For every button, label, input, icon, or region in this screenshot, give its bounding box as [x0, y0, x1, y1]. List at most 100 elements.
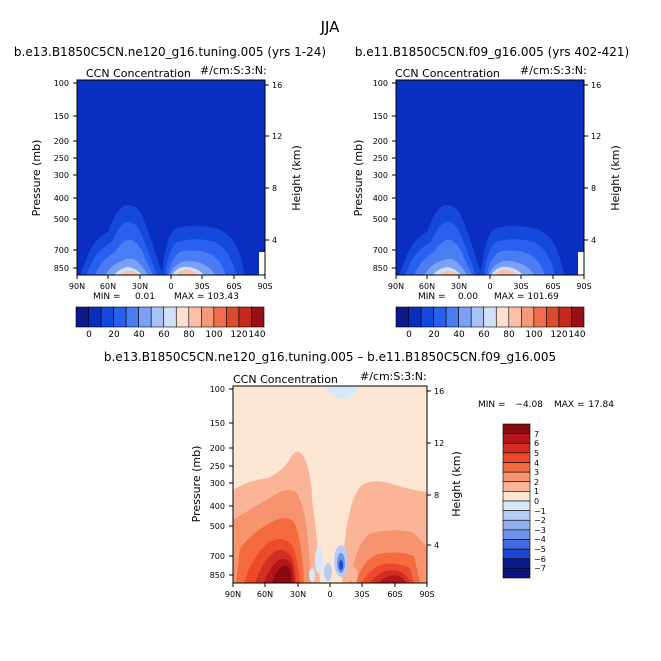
height-axis-title: Height (km) [609, 145, 622, 211]
pressure-tick-label: 300 [373, 171, 388, 180]
latitude-tick-label: 90N [225, 590, 241, 599]
pressure-axis-title: Pressure (mb) [190, 446, 203, 523]
colorbar-label: 20 [108, 330, 120, 340]
colorbar-label: −2 [534, 516, 546, 525]
colorbar-labels: 0 20 40 60 80 100 120 140 [406, 330, 586, 340]
right-label: #/cm:S:3:N: [200, 64, 267, 77]
colorbar-label: 5 [534, 449, 539, 458]
latitude-tick-label: 30S [513, 282, 528, 291]
max-label: MAX = 101.69 [494, 292, 559, 302]
colorbar-swatch [533, 306, 547, 328]
height-tick-label: 8 [272, 184, 277, 193]
latitude-axis: 90N 60N 30N 0 30S 60S 90S [388, 275, 592, 291]
colorbar-labels: 7 6 5 4 3 2 1 0 −1 −2 −3 −4 −5 −6 −7 [534, 430, 546, 573]
panel-title: b.e13.B1850C5CN.ne120_g16.tuning.005 (yr… [14, 45, 326, 59]
colorbar-swatch [502, 481, 531, 492]
height-tick-label: 12 [434, 439, 444, 448]
colorbar-swatch [495, 306, 510, 328]
pressure-tick-label: 250 [210, 462, 225, 471]
colorbar-swatch [521, 306, 535, 328]
colorbar-swatch [502, 519, 531, 531]
latitude-tick-label: 90N [388, 282, 404, 291]
latitude-tick-label: 60S [545, 282, 560, 291]
colorbar-label: 20 [428, 330, 440, 340]
pressure-tick-label: 500 [373, 215, 388, 224]
height-axis-title: Height (km) [290, 145, 303, 211]
colorbar-label: 2 [534, 478, 539, 487]
pressure-tick-label: 400 [210, 502, 225, 511]
colorbar-label: 120 [550, 330, 567, 340]
pressure-tick-label: 500 [54, 215, 69, 224]
heatmap-field [77, 80, 265, 275]
colorbar-swatch [502, 452, 531, 463]
colorbar-swatch [238, 306, 252, 328]
pressure-axis-title: Pressure (mb) [352, 140, 365, 217]
latitude-tick-label: 90N [69, 282, 85, 291]
latitude-axis: 90N 60N 30N 0 30S 60S 90S [69, 275, 273, 291]
height-tick-label: 12 [591, 132, 601, 141]
colorbar-label: −6 [534, 555, 546, 564]
colorbar-swatch [113, 306, 127, 328]
colorbar-swatch [502, 539, 531, 550]
figure-title: JJA [320, 18, 341, 36]
colorbar-swatch [470, 306, 485, 328]
pressure-tick-label: 700 [373, 246, 388, 255]
min-label: MIN = [418, 292, 446, 302]
heatmap-field [233, 386, 427, 583]
latitude-axis: 90N 60N 30N 0 30S 60S 90S [225, 583, 435, 599]
colorbar-swatch [433, 306, 447, 328]
colorbar-label: 100 [525, 330, 542, 340]
colorbar-label: −3 [534, 526, 546, 535]
panel-difference: b.e13.B1850C5CN.ne120_g16.tuning.005 – b… [104, 350, 614, 599]
latitude-tick-label: 30N [290, 590, 306, 599]
colorbar-swatch [395, 306, 409, 328]
pressure-tick-label: 100 [373, 79, 388, 88]
colorbar-swatch [502, 442, 531, 454]
latitude-tick-label: 30S [354, 590, 369, 599]
height-tick-label: 16 [591, 81, 601, 90]
colorbar-swatch [502, 510, 531, 521]
pressure-tick-label: 200 [210, 444, 225, 453]
colorbar [75, 306, 265, 328]
pressure-tick-label: 850 [373, 264, 388, 273]
height-tick-label: 8 [591, 184, 596, 193]
height-axis: 16 12 8 4 Height (km) [427, 387, 463, 550]
min-label: MIN = [93, 292, 121, 302]
min-value: 0.00 [458, 292, 478, 302]
pressure-tick-label: 700 [210, 552, 225, 561]
max-label: MAX = [554, 400, 585, 410]
colorbar-swatch [251, 306, 265, 328]
colorbar-label: 6 [534, 439, 539, 448]
colorbar-swatch [508, 306, 522, 328]
pressure-tick-label: 150 [373, 112, 388, 121]
colorbar-label: 3 [534, 468, 539, 477]
colorbar-swatch [502, 548, 531, 560]
max-value: 17.84 [588, 400, 614, 410]
colorbar [395, 306, 585, 328]
colorbar-label: 40 [453, 330, 465, 340]
height-tick-label: 4 [272, 236, 277, 245]
colorbar-swatch [188, 306, 202, 328]
latitude-tick-label: 90S [257, 282, 272, 291]
pressure-tick-label: 100 [210, 385, 225, 394]
pressure-tick-label: 150 [210, 419, 225, 428]
colorbar-swatch [100, 306, 114, 328]
colorbar-swatch [571, 306, 585, 328]
colorbar-swatch [445, 306, 459, 328]
panel-top-right: b.e11.B1850C5CN.f09_g16.005 (yrs 402-421… [352, 45, 629, 340]
pressure-tick-label: 500 [210, 522, 225, 531]
pressure-tick-label: 250 [54, 154, 69, 163]
height-tick-label: 4 [434, 541, 439, 550]
colorbar-swatch [88, 306, 102, 328]
colorbar-swatch [75, 306, 89, 328]
colorbar-swatch [125, 306, 139, 328]
left-label: CCN Concentration [395, 67, 500, 80]
pressure-tick-label: 850 [54, 264, 69, 273]
colorbar-swatch [175, 306, 190, 328]
colorbar-swatch [150, 306, 165, 328]
colorbar-swatch [502, 462, 531, 473]
latitude-tick-label: 30S [194, 282, 209, 291]
colorbar-label: −4 [534, 535, 546, 544]
colorbar-swatch [226, 306, 240, 328]
panel-title: b.e11.B1850C5CN.f09_g16.005 (yrs 402-421… [355, 45, 629, 59]
